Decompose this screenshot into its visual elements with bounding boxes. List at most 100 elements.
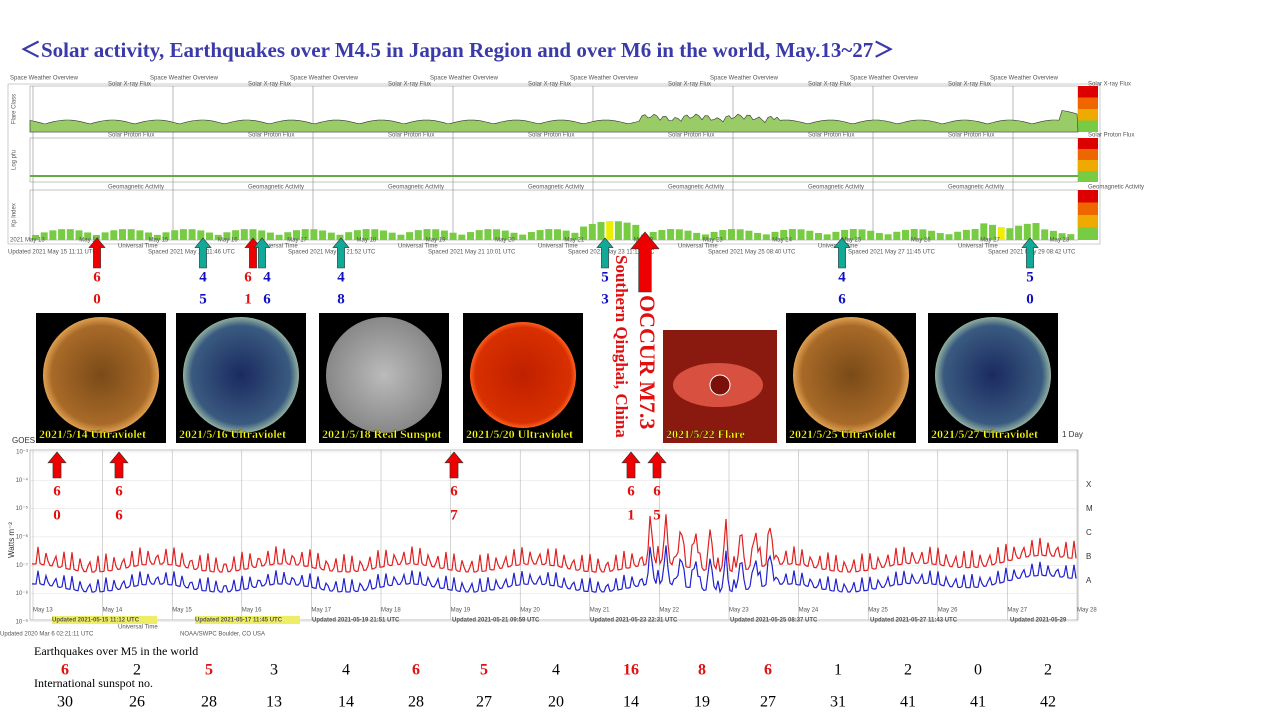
kp-bar [797, 229, 805, 240]
image-caption: 2021/5/27 Ultraviolet [931, 427, 1038, 441]
header-label: Space Weather Overview [10, 76, 79, 82]
kp-bar [728, 229, 735, 240]
kp-bar [849, 229, 857, 240]
kp-bar [989, 224, 996, 240]
earthquake-count: 0 [974, 662, 982, 679]
event-digit: 0 [93, 291, 101, 307]
top-date: May 14 [79, 238, 99, 244]
scale-box [1078, 109, 1098, 121]
top-date: May 28 [1050, 238, 1070, 244]
class-label: A [1086, 576, 1092, 585]
event-digit: 5 [1026, 269, 1034, 285]
top-time-label: Universal Time [118, 244, 158, 250]
kp-bar [571, 232, 579, 240]
kp-bar [606, 221, 614, 240]
kp-bar [527, 232, 535, 240]
earthquake-count: 2 [133, 662, 141, 679]
kp-bar [945, 234, 953, 240]
kp-bar [736, 229, 744, 240]
x-date: May 25 [868, 608, 888, 614]
kp-bar [580, 226, 588, 240]
image-caption: 2021/5/14 Ultraviolet [39, 427, 146, 441]
kp-bar [832, 231, 840, 240]
kp-bar [493, 229, 501, 240]
event-digit: 0 [1026, 291, 1034, 307]
kp-bar [1023, 223, 1031, 240]
top-date: May 19 [426, 238, 446, 244]
event-digit: 5 [601, 269, 609, 285]
class-label: M [1086, 504, 1093, 513]
x-time-label: Universal Time [118, 625, 158, 631]
image-caption: 2021/5/25 Ultraviolet [789, 427, 896, 441]
y-tick-label: 10⁻⁹ [16, 618, 29, 625]
kp-bar [815, 232, 822, 240]
kp-bar [658, 230, 666, 240]
kp-bar [484, 229, 492, 240]
event-arrow [253, 237, 271, 269]
x-date: May 19 [451, 608, 471, 614]
sunspot-number: 13 [266, 694, 282, 711]
x-date: May 26 [938, 608, 958, 614]
sunspot-number: 31 [830, 694, 846, 711]
image-caption: 2021/5/16 Ultraviolet [179, 427, 286, 441]
scale-box [1078, 149, 1098, 160]
kp-bar [745, 230, 753, 240]
lower-updated: Updated 2021-05-29 [1010, 618, 1067, 624]
kp-bar [771, 231, 779, 240]
sunspot-number: 41 [970, 694, 986, 711]
major-event-arrow [630, 231, 660, 293]
y-tick-label: 10⁻⁷ [16, 562, 28, 569]
xray-flux-fill [29, 110, 1079, 133]
kp-bar [597, 222, 605, 240]
kp-bar [319, 230, 327, 240]
top-date: May 21 [564, 238, 584, 244]
kp-bar [414, 230, 422, 240]
header-label: Solar X-ray Flux [528, 82, 571, 88]
kp-bar [1006, 228, 1014, 240]
kp-bar [293, 230, 300, 240]
top-date: May 20 [495, 238, 515, 244]
sun-disk [326, 317, 442, 433]
scale-box [1078, 202, 1098, 215]
kp-bar [1049, 230, 1057, 240]
kp-bar [467, 232, 474, 240]
event-arrow [332, 237, 350, 269]
event-digit: 6 [838, 291, 846, 307]
sun-disk [43, 317, 159, 433]
top-updated: Spaced 2021 May 27 11:45 UTC [848, 250, 936, 256]
kp-bar [841, 229, 849, 240]
top-date: May 15 [149, 238, 169, 244]
image-caption: 2021/5/20 Ultraviolet [466, 427, 573, 441]
footer: NOAA/SWPC Boulder, CO USA [180, 632, 265, 638]
strip-label: Geomagnetic Activity [388, 185, 444, 191]
top-panel [7, 83, 1101, 245]
kp-bar [371, 229, 379, 240]
y-tick-label: 10⁻⁸ [16, 590, 29, 597]
event-digit: 4 [838, 269, 846, 285]
kp-bar [910, 229, 918, 240]
event-arrow [194, 237, 212, 269]
x-date: May 22 [659, 608, 679, 614]
scale-box [1078, 138, 1098, 149]
earthquake-count: 6 [61, 662, 69, 679]
sun-disk [470, 322, 576, 428]
header-label: Space Weather Overview [990, 76, 1059, 82]
event-digit: 4 [199, 269, 207, 285]
earthquake-count: 5 [205, 662, 213, 679]
kp-bar [432, 229, 440, 240]
title: ＜Solar activity, Earthquakes over M4.5 i… [20, 38, 894, 62]
kp-bar [327, 232, 335, 240]
kp-bar [858, 229, 866, 240]
image-caption: 2021/5/18 Real Sunspot [322, 427, 441, 441]
strip-label: Solar Proton Flux [248, 133, 294, 139]
top-date: May 25 [842, 238, 862, 244]
sunspot-number: 14 [623, 694, 639, 711]
earthquake-count: 1 [834, 662, 842, 679]
kp-bar [780, 229, 788, 240]
header-label: Solar X-ray Flux [808, 82, 851, 88]
kp-bar [310, 229, 318, 240]
kp-bar [58, 229, 66, 240]
kp-bar [345, 232, 353, 240]
major-event-place: Southern Qinghai, China [612, 255, 631, 438]
strip-label: Geomagnetic Activity [108, 185, 164, 191]
